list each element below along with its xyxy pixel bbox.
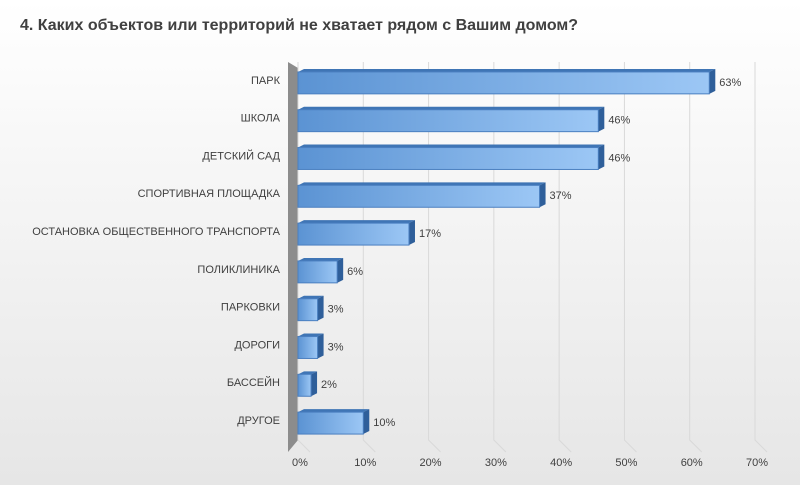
y-tick-label: ПАРК: [251, 75, 281, 87]
data-label: 37%: [550, 190, 572, 202]
bar-side: [408, 220, 415, 246]
x-tick-label: 10%: [354, 457, 376, 469]
y-tick-label: ДЕТСКИЙ САД: [202, 149, 280, 162]
bar: [297, 411, 364, 435]
data-label: 3%: [328, 304, 344, 316]
chart-title: 4. Каких объектов или территорий не хват…: [20, 17, 578, 34]
x-tick-label: 40%: [550, 457, 572, 469]
bar-top: [298, 220, 415, 224]
data-label: 6%: [347, 266, 363, 278]
data-label: 46%: [608, 152, 630, 164]
grid-line: [558, 62, 572, 453]
bar: [297, 336, 319, 359]
y-tick-label: ПАРКОВКИ: [221, 302, 280, 314]
x-tick-label: 30%: [485, 457, 507, 469]
bar-side: [539, 182, 546, 208]
bar-top: [298, 295, 324, 299]
bar-top: [298, 106, 605, 110]
bar-side: [311, 371, 318, 397]
bar-side: [598, 106, 605, 132]
bar-top: [298, 409, 370, 413]
bar-side: [709, 68, 716, 94]
y-tick-label: ПОЛИКЛИНИКА: [197, 264, 280, 276]
y-tick-label: БАССЕЙН: [227, 376, 280, 389]
y-tick-label: ОСТАНОВКА ОБЩЕСТВЕННОГО ТРАНСПОРТА: [32, 226, 280, 238]
bar: [297, 184, 541, 208]
x-tick-label: 60%: [681, 457, 703, 469]
data-label: 10%: [373, 417, 395, 429]
bar: [297, 373, 312, 397]
bar: [297, 260, 338, 284]
x-tick-label: 20%: [420, 457, 442, 469]
grid-line: [623, 62, 637, 453]
grid-line: [754, 62, 768, 453]
x-tick-label: 50%: [615, 457, 637, 469]
bar: [297, 147, 599, 170]
data-label: 3%: [328, 341, 344, 353]
data-label: 17%: [419, 228, 441, 240]
bar: [297, 222, 410, 246]
data-label: 63%: [719, 77, 741, 89]
grid-line: [689, 62, 703, 453]
bar: [297, 109, 599, 133]
bar-top: [298, 144, 605, 148]
bar-side: [363, 409, 370, 435]
x-tick-label: 70%: [746, 457, 768, 469]
bar-top: [298, 371, 318, 375]
x-tick-label: 0%: [292, 457, 308, 469]
y-tick-label: ДОРОГИ: [234, 339, 280, 351]
bar-side: [337, 257, 344, 283]
bar-side: [598, 144, 605, 170]
bar-top: [298, 333, 324, 337]
y-tick-label: СПОРТИВНАЯ ПЛОЩАДКА: [138, 188, 281, 200]
data-label: 46%: [608, 115, 630, 127]
bar-top: [298, 68, 716, 72]
y-tick-label: ДРУГОЕ: [237, 415, 280, 427]
bar-side: [317, 333, 324, 359]
bar-top: [298, 182, 546, 186]
bar: [297, 298, 319, 322]
data-label: 2%: [321, 379, 337, 391]
axis-wall: [288, 62, 298, 452]
y-tick-label: ШКОЛА: [241, 113, 281, 125]
bar-side: [317, 295, 324, 321]
bar: [297, 71, 710, 95]
bar-top: [298, 257, 344, 261]
